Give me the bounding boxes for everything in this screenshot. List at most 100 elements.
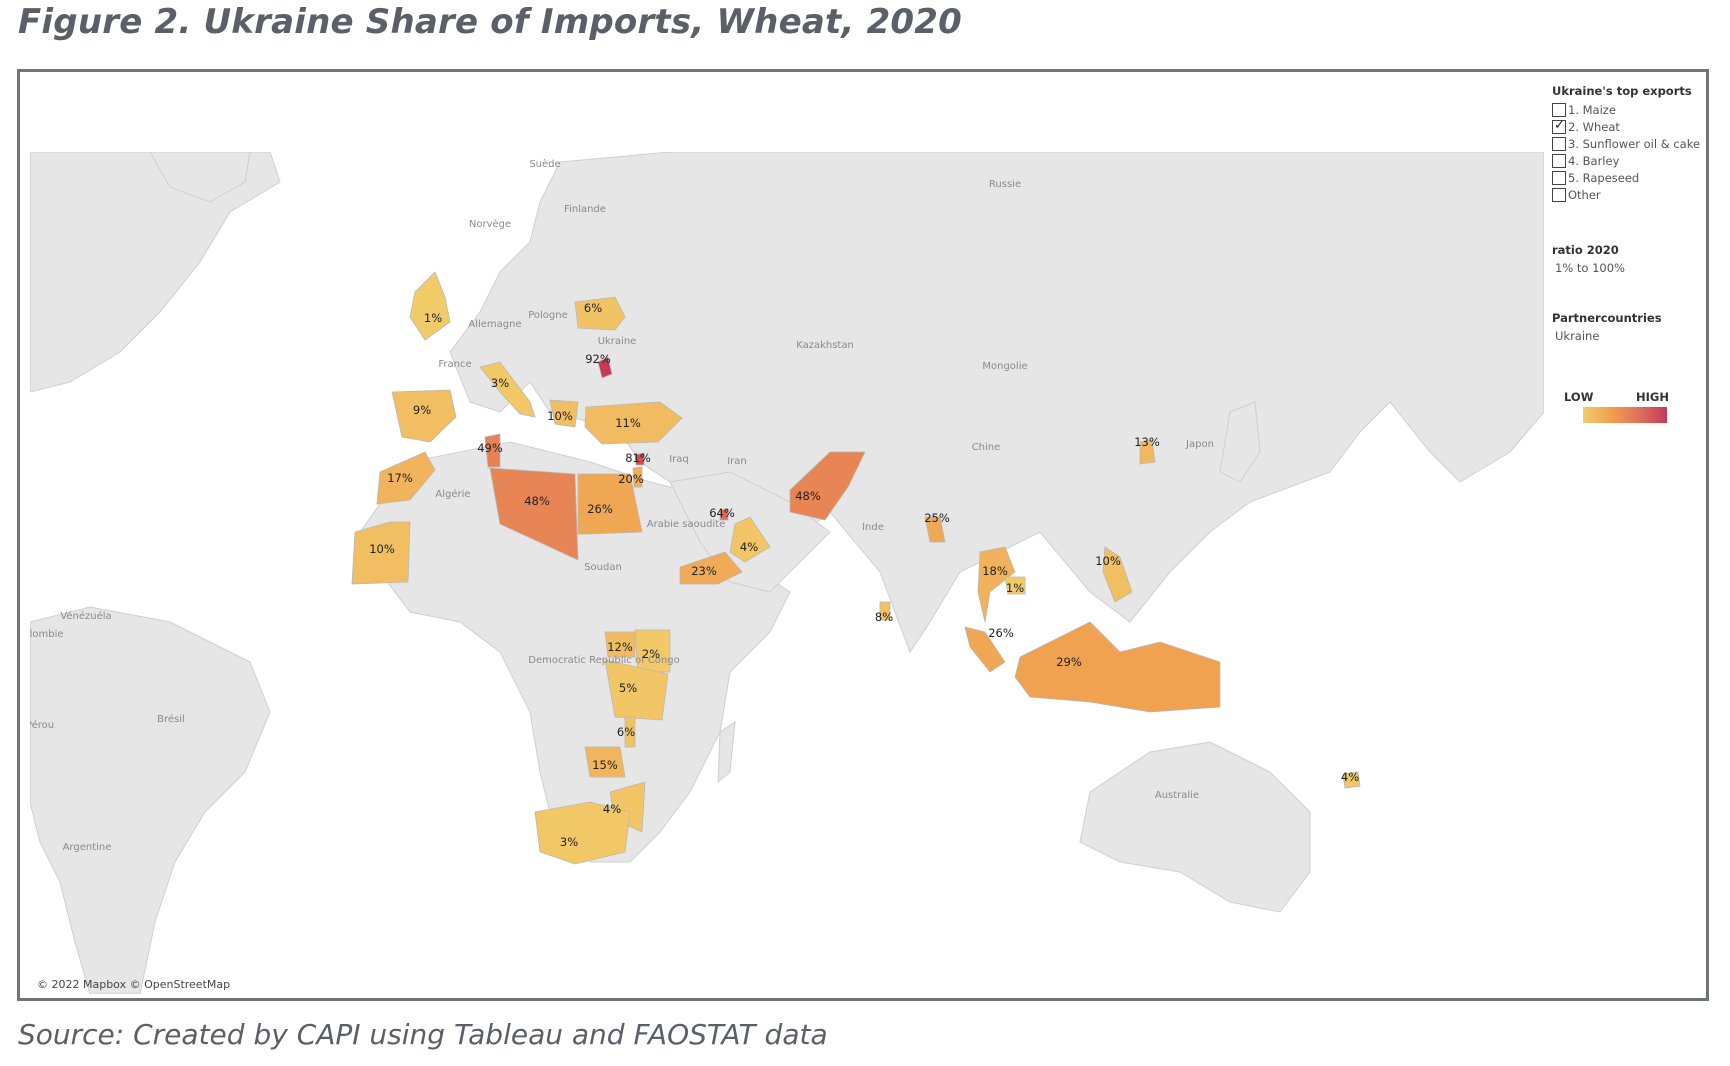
value-label-moldova: 92% <box>585 352 611 366</box>
value-labels: 1% 6% 92% 3% 9% 10% 11% 49% 81% 20% 17% 48% 26% 64% 4%… <box>369 301 1359 849</box>
country-uganda <box>604 631 636 658</box>
ratio-legend: ratio 2020 1% to 100% <box>1552 243 1712 275</box>
country-moldova <box>597 356 613 379</box>
country-spain <box>391 389 457 443</box>
map-label-mongolie: Mongolie <box>982 361 1027 372</box>
map-label-norv-ge: Norvège <box>469 218 511 230</box>
value-label-bangladesh: 25% <box>924 511 950 525</box>
value-label-cambodia: 1% <box>1006 581 1024 595</box>
country-mauritania <box>351 521 411 585</box>
value-label-malaysia: 26% <box>988 626 1014 640</box>
map-label-soudan: Soudan <box>584 562 622 573</box>
checkbox-checked[interactable] <box>1552 118 1566 134</box>
world-map[interactable]: Suède Finlande Norvège Russie Pologne Allemag… <box>30 152 1544 994</box>
checkbox[interactable] <box>1552 170 1566 185</box>
filter-label: 1. Maize <box>1568 102 1616 117</box>
map-label-arabie-saoudite: Arabie saoudite <box>647 519 726 530</box>
scale-high-label: HIGH <box>1636 390 1669 404</box>
map-label-alg-rie: Algérie <box>435 488 470 500</box>
ratio-range[interactable]: 1% to 100% <box>1555 261 1625 275</box>
filter-label: 2. Wheat <box>1568 119 1620 134</box>
map-label-p-rou: Pérou <box>30 719 54 731</box>
value-label-libya: 48% <box>524 494 550 508</box>
value-label-mauritania: 10% <box>369 542 395 556</box>
country-fiji <box>1342 771 1361 789</box>
country-lebanon <box>634 452 645 466</box>
countries-layer[interactable] <box>351 271 1361 865</box>
map-label-allemagne: Allemagne <box>468 319 521 330</box>
landmass-south-america <box>30 606 271 994</box>
country-thailand <box>977 546 1016 623</box>
value-label-philippines: 10% <box>1095 554 1121 568</box>
checkbox[interactable] <box>1552 153 1566 168</box>
checkbox[interactable] <box>1552 102 1566 117</box>
country-morocco <box>376 451 436 505</box>
map-label-kazakhstan: Kazakhstan <box>796 340 854 351</box>
filter-item-barley[interactable]: 4. Barley <box>1552 152 1712 169</box>
legend-panel: Ukraine's top exports 1. Maize 2. Wheat … <box>1552 84 1712 423</box>
map-label-ukraine: Ukraine <box>598 336 637 347</box>
value-label-zimbabwe: 15% <box>592 758 618 772</box>
country-turkey <box>584 401 683 445</box>
map-label-democratic-republic-of-congo: Democratic Republic of Congo <box>528 655 679 666</box>
partner-legend: Partnercountries Ukraine <box>1552 311 1712 343</box>
color-scale-labels: LOW HIGH <box>1564 390 1669 404</box>
landmass-north-america <box>30 152 281 393</box>
country-yemen <box>679 551 743 585</box>
map-label-australie: Australie <box>1155 790 1199 801</box>
color-scale-bar <box>1583 407 1667 423</box>
filter-item-wheat[interactable]: 2. Wheat <box>1552 118 1712 135</box>
country-sri-lanka <box>879 601 891 621</box>
country-united-kingdom <box>409 271 451 341</box>
partner-value[interactable]: Ukraine <box>1555 329 1600 343</box>
map-label-russie: Russie <box>989 179 1021 190</box>
filter-label: 3. Sunflower oil & cake <box>1568 136 1701 151</box>
value-label-spain: 9% <box>413 403 431 417</box>
country-tunisia <box>484 433 501 468</box>
landmass-greenland <box>149 152 251 203</box>
filter-item-maize[interactable]: 1. Maize <box>1552 101 1712 118</box>
country-zimbabwe <box>584 746 626 778</box>
value-label-tunisia: 49% <box>477 441 503 455</box>
checkbox[interactable] <box>1552 187 1566 202</box>
map-attribution[interactable]: © 2022 Mapbox © OpenStreetMap <box>37 978 231 991</box>
map-label-japon: Japon <box>1185 439 1214 450</box>
country-philippines <box>1102 546 1133 603</box>
country-belarus <box>574 296 626 331</box>
map-label-argentine: Argentine <box>63 842 112 853</box>
value-label-thailand: 18% <box>982 564 1008 578</box>
country-kenya <box>634 629 671 673</box>
filter-item-other[interactable]: Other <box>1552 186 1712 203</box>
map-label-br-sil: Brésil <box>157 713 185 725</box>
country-south-korea <box>1139 439 1156 465</box>
value-label-oman: 4% <box>740 540 758 554</box>
base-land <box>30 152 1544 994</box>
landmass-australia <box>1079 741 1311 913</box>
figure-title: Figure 2. Ukraine Share of Imports, Whea… <box>18 2 963 42</box>
value-label-greece: 10% <box>547 409 573 423</box>
country-oman <box>729 516 771 563</box>
filter-item-sunflower[interactable]: 3. Sunflower oil & cake <box>1552 135 1712 152</box>
value-label-yemen: 23% <box>691 564 717 578</box>
export-filter-list: 1. Maize 2. Wheat 3. Sunflower oil & cak… <box>1552 101 1712 203</box>
scale-low-label: LOW <box>1564 390 1594 404</box>
map-label-france: France <box>438 359 471 370</box>
map-label-colombie: Colombie <box>30 629 64 640</box>
country-bangladesh <box>924 516 946 543</box>
filter-label: 4. Barley <box>1568 153 1620 168</box>
filter-title: Ukraine's top exports <box>1552 84 1692 98</box>
map-label-inde: Inde <box>862 522 884 533</box>
value-label-south-africa: 3% <box>560 835 578 849</box>
map-label-v-n-zu-la: Vénézuéla <box>60 610 111 622</box>
landmass-madagascar <box>717 720 736 784</box>
map-label-su-de: Suède <box>529 158 560 170</box>
value-label-egypt: 26% <box>587 502 613 516</box>
checkbox[interactable] <box>1552 136 1566 151</box>
country-greece <box>549 399 579 428</box>
map-label-chine: Chine <box>972 442 1001 453</box>
map-label-iraq: Iraq <box>669 454 689 465</box>
country-cambodia <box>1004 576 1026 595</box>
value-label-kenya: 2% <box>642 647 660 661</box>
filter-item-rapeseed[interactable]: 5. Rapeseed <box>1552 169 1712 186</box>
value-label-italy: 3% <box>491 376 509 390</box>
